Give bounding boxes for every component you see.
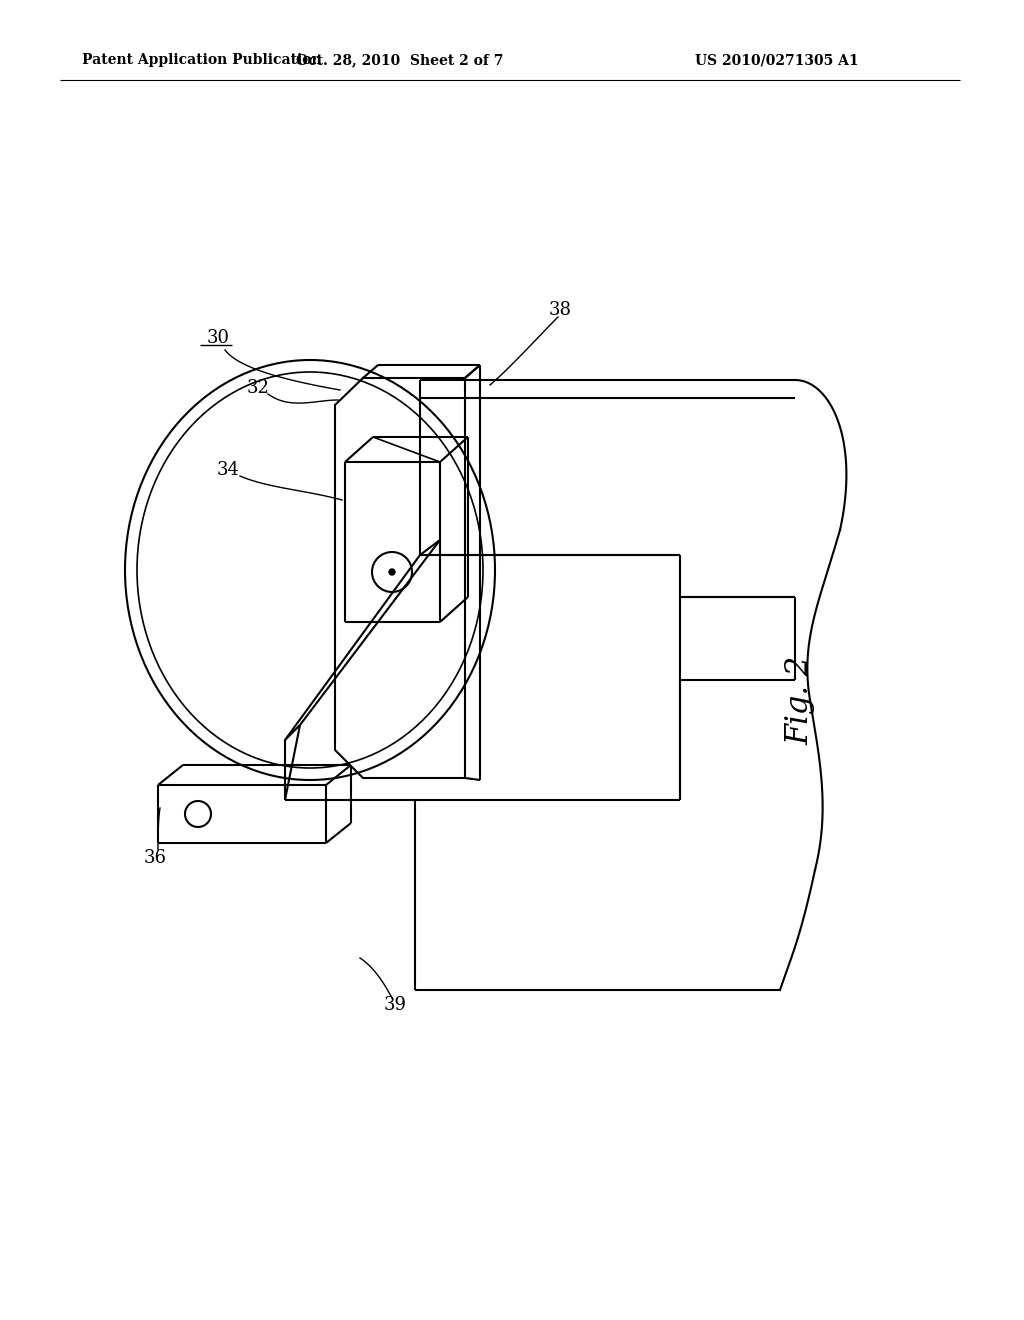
- Text: Patent Application Publication: Patent Application Publication: [82, 53, 322, 67]
- Text: Oct. 28, 2010  Sheet 2 of 7: Oct. 28, 2010 Sheet 2 of 7: [296, 53, 504, 67]
- Text: 36: 36: [143, 849, 167, 867]
- Text: US 2010/0271305 A1: US 2010/0271305 A1: [695, 53, 859, 67]
- Text: 39: 39: [384, 997, 407, 1014]
- Text: 30: 30: [207, 329, 229, 347]
- Text: Fig. 2: Fig. 2: [784, 655, 815, 744]
- Text: 34: 34: [216, 461, 240, 479]
- Text: 32: 32: [247, 379, 269, 397]
- Text: 38: 38: [549, 301, 571, 319]
- Circle shape: [389, 569, 395, 576]
